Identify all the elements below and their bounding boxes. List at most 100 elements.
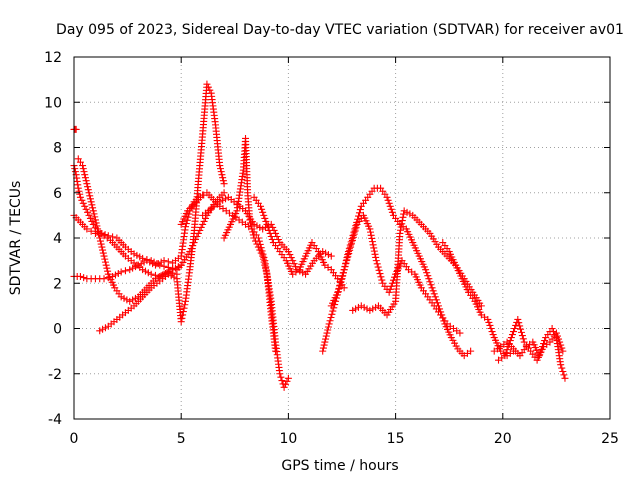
- data-point: [384, 196, 392, 204]
- data-point: [99, 246, 107, 254]
- data-point: [369, 241, 377, 249]
- data-point: [283, 377, 291, 385]
- data-point: [323, 329, 331, 337]
- data-point: [423, 269, 431, 277]
- data-point: [101, 255, 109, 263]
- data-point: [508, 331, 516, 339]
- data-point: [385, 199, 393, 207]
- data-point: [199, 220, 207, 228]
- data-point: [181, 301, 189, 309]
- data-point: [372, 257, 380, 265]
- data-point: [502, 349, 510, 357]
- data-point: [104, 267, 112, 275]
- data-point: [424, 272, 432, 280]
- data-point: [79, 165, 87, 173]
- data-point: [250, 234, 258, 242]
- data-point: [263, 220, 271, 228]
- data-point: [80, 168, 88, 176]
- data-point: [341, 262, 349, 270]
- data-point: [262, 217, 270, 225]
- data-point: [326, 317, 334, 325]
- data-point: [387, 205, 395, 213]
- data-point: [81, 174, 89, 182]
- data-point: [335, 285, 343, 293]
- data-point: [348, 237, 356, 245]
- data-point: [183, 216, 191, 224]
- data-point: [84, 186, 92, 194]
- data-point: [100, 252, 108, 260]
- data-point: [343, 256, 351, 264]
- data-point: [139, 254, 147, 262]
- data-point: [559, 367, 567, 375]
- data-point: [339, 269, 347, 277]
- y-axis-label: SDTVAR / TECUs: [8, 181, 24, 296]
- data-point: [78, 196, 86, 204]
- data-point: [486, 321, 494, 329]
- data-point: [557, 341, 565, 349]
- data-point: [79, 199, 87, 207]
- data-point: [386, 285, 394, 293]
- data-point: [101, 231, 109, 239]
- data-point: [286, 251, 294, 259]
- data-point: [322, 335, 330, 343]
- data-point: [180, 304, 188, 312]
- data-point: [219, 177, 227, 185]
- data-point: [325, 320, 333, 328]
- data-point: [320, 341, 328, 349]
- data-points: [70, 80, 569, 391]
- x-tick-label: 5: [177, 431, 186, 447]
- data-point: [91, 216, 99, 224]
- data-point: [261, 214, 269, 222]
- data-point: [256, 246, 264, 254]
- data-point: [385, 288, 393, 296]
- data-point: [336, 282, 344, 290]
- data-point: [85, 211, 93, 219]
- data-point: [260, 258, 268, 266]
- data-point: [329, 307, 337, 315]
- data-point: [262, 267, 270, 275]
- data-point: [344, 253, 352, 261]
- data-point: [254, 243, 262, 251]
- data-point: [117, 268, 125, 276]
- data-point: [272, 347, 280, 355]
- data-point: [82, 205, 90, 213]
- x-tick-label: 10: [279, 431, 297, 447]
- data-point: [560, 371, 568, 379]
- data-point: [79, 162, 87, 170]
- data-point: [203, 80, 211, 88]
- data-point: [278, 377, 286, 385]
- data-point: [267, 232, 275, 240]
- data-point: [398, 220, 406, 228]
- data-point: [322, 332, 330, 340]
- grid: [74, 57, 610, 419]
- data-point: [82, 177, 90, 185]
- data-point: [246, 216, 254, 224]
- data-point: [489, 331, 497, 339]
- data-point: [349, 233, 357, 241]
- data-point: [280, 383, 288, 391]
- data-point: [86, 214, 94, 222]
- data-point: [81, 202, 89, 210]
- data-point: [367, 228, 375, 236]
- data-point: [178, 314, 186, 322]
- data-point: [556, 338, 564, 346]
- data-point: [324, 326, 332, 334]
- data-point: [277, 373, 285, 381]
- data-point: [88, 217, 96, 225]
- data-point: [177, 318, 185, 326]
- chart-title: Day 095 of 2023, Sidereal Day-to-day VTE…: [56, 22, 624, 38]
- data-point: [347, 243, 355, 251]
- data-point: [86, 192, 94, 200]
- data-point: [76, 190, 84, 198]
- data-point: [396, 229, 404, 237]
- data-point: [287, 254, 295, 262]
- data-point: [187, 204, 195, 212]
- data-point: [559, 347, 567, 355]
- data-point: [487, 325, 495, 332]
- data-point: [259, 252, 267, 260]
- data-point: [548, 325, 556, 332]
- data-point: [101, 258, 109, 266]
- data-point: [321, 338, 329, 346]
- data-point: [503, 346, 511, 354]
- data-point: [510, 328, 518, 336]
